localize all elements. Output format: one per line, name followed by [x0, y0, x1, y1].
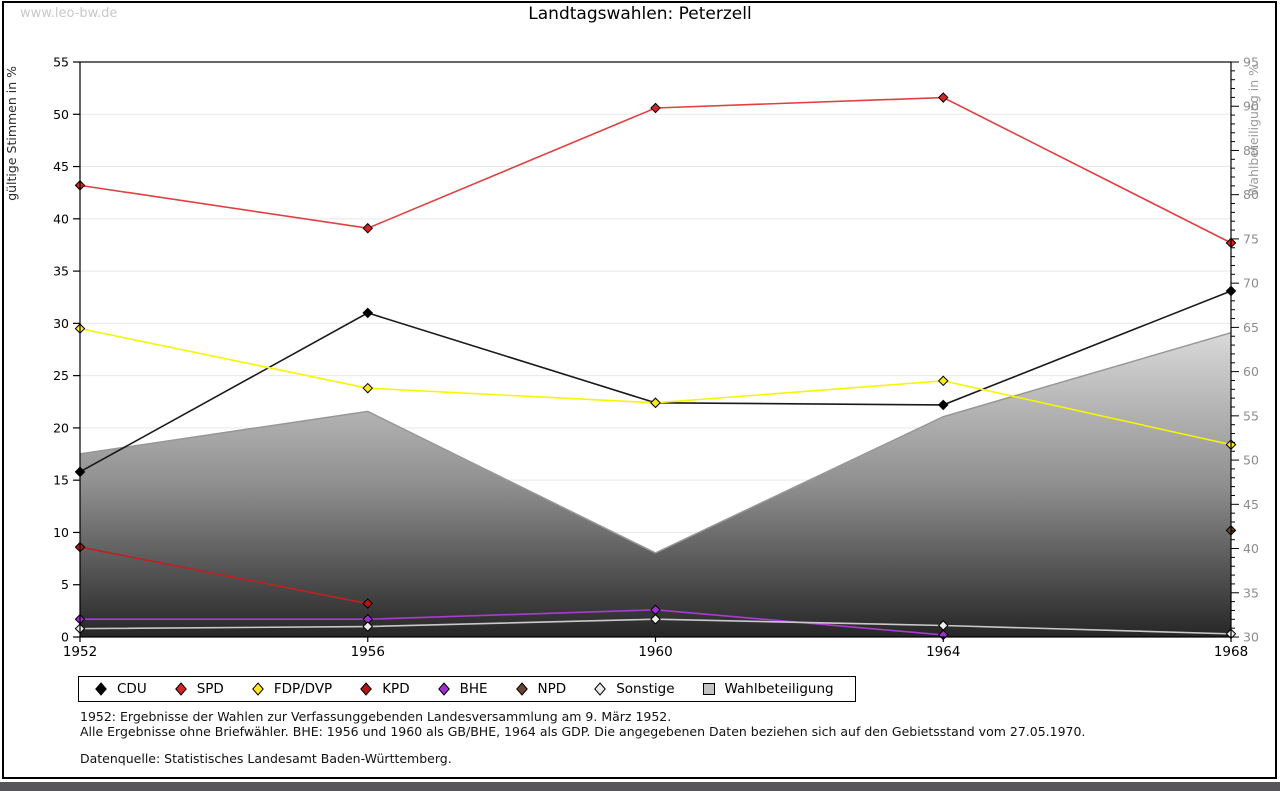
right-axis-tick-label: 75 [1243, 231, 1259, 246]
left-axis-tick-label: 30 [53, 316, 69, 331]
legend-item-wahlbeteiligung: Wahlbeteiligung [701, 681, 834, 697]
data-point-spd [362, 222, 374, 234]
legend-item-cdu: CDU [93, 681, 147, 697]
legend-label: FDP/DVP [273, 681, 333, 697]
legend-item-bhe: BHE [436, 681, 488, 697]
left-axis-tick-label: 40 [53, 211, 69, 226]
footnote-line-1: 1952: Ergebnisse der Wahlen zur Verfassu… [80, 709, 672, 724]
right-axis-tick-label: 85 [1243, 143, 1259, 158]
x-axis-year-label: 1960 [638, 644, 672, 660]
left-axis-tick-label: 0 [61, 630, 69, 645]
right-axis-tick-label: 70 [1243, 276, 1259, 291]
turnout-area [80, 332, 1231, 637]
data-point-fdpdvp [650, 397, 661, 409]
legend-item-fdpdvp: FDP/DVP [250, 681, 332, 697]
legend-item-kpd: KPD [358, 681, 410, 697]
chart-legend: CDU SPD FDP/DVP KPD BHE NPD Sonstige Wahlbeteil… [78, 676, 856, 702]
data-point-fdpdvp [937, 375, 949, 387]
left-axis-tick-label: 20 [53, 420, 69, 435]
series-line-kpd [79, 546, 368, 605]
left-axis-tick-label: 45 [53, 159, 69, 174]
left-axis-tick-label: 10 [53, 525, 69, 540]
legend-item-sonstige: Sonstige [592, 681, 675, 697]
left-axis-tick-label: 25 [53, 368, 69, 383]
x-axis-year-label: 1968 [1214, 644, 1248, 660]
right-axis-tick-label: 45 [1243, 497, 1259, 512]
right-axis-title: Wahlbeteiligung in % [1246, 64, 1261, 196]
legend-diamond-icon [95, 682, 107, 696]
right-axis-tick-label: 40 [1243, 541, 1259, 556]
right-axis-tick-label: 55 [1243, 408, 1259, 423]
left-axis-tick-label: 55 [53, 55, 69, 70]
data-point-fdpdvp [362, 382, 374, 394]
right-axis-tick-label: 95 [1243, 55, 1259, 70]
x-axis-year-label: 1964 [926, 644, 960, 660]
data-point-cdu [937, 399, 949, 411]
window-bottom-edge [0, 782, 1280, 791]
page-title: Landtagswahlen: Peterzell [528, 4, 752, 24]
legend-label: NPD [537, 681, 567, 697]
data-point-spd [650, 102, 661, 114]
left-axis-tick-label: 15 [53, 473, 69, 488]
left-axis-tick-label: 50 [53, 107, 69, 122]
data-point-sonstige [937, 620, 949, 631]
data-point-spd [937, 92, 949, 103]
watermark: www.leo-bw.de [20, 6, 118, 21]
data-point-kpd [362, 598, 374, 609]
legend-diamond-icon [360, 682, 373, 696]
right-axis-tick-label: 50 [1243, 453, 1259, 468]
legend-diamond-icon [174, 682, 187, 696]
right-axis-tick-label: 35 [1243, 585, 1259, 600]
data-point-sonstige [362, 621, 374, 632]
x-axis-year-label: 1952 [63, 644, 97, 660]
legend-diamond-icon [437, 682, 450, 696]
legend-item-npd: NPD [514, 681, 567, 697]
legend-diamond-icon [594, 682, 607, 696]
legend-item-spd: SPD [173, 681, 224, 697]
right-axis-tick-label: 60 [1243, 364, 1259, 379]
right-axis-tick-label: 90 [1243, 99, 1259, 114]
legend-diamond-icon [515, 682, 528, 696]
legend-square-icon [702, 683, 715, 695]
election-line-chart: 0 5 10 15 20 25 30 35 40 45 50 55 30 35 40 45 50 55 60 65 70… [4, 55, 1261, 661]
legend-diamond-icon [251, 682, 264, 696]
right-axis-tick-label: 30 [1243, 630, 1259, 645]
left-axis-tick-label: 35 [53, 264, 69, 279]
legend-label: SPD [196, 681, 224, 697]
legend-label: Wahlbeteiligung [724, 681, 834, 697]
x-axis-year-label: 1956 [351, 644, 385, 660]
left-axis-title: gültige Stimmen in % [4, 66, 19, 201]
legend-label: Sonstige [616, 681, 675, 697]
legend-label: BHE [459, 681, 488, 697]
legend-label: KPD [382, 681, 410, 697]
legend-label: CDU [117, 681, 147, 697]
footnote-source: Datenquelle: Statistisches Landesamt Bad… [80, 751, 452, 766]
chart-footnotes: 1952: Ergebnisse der Wahlen zur Verfassu… [80, 709, 1086, 767]
footnote-line-2: Alle Ergebnisse ohne Briefwähler. BHE: 1… [80, 723, 1086, 739]
series-line-spd [79, 96, 1232, 244]
turnout-area-border [79, 331, 1232, 554]
right-axis-tick-label: 65 [1243, 320, 1259, 335]
right-axis-tick-label: 80 [1243, 187, 1259, 202]
left-axis-tick-label: 5 [61, 577, 69, 592]
data-point-sonstige [650, 613, 661, 625]
data-point-cdu [362, 307, 374, 319]
